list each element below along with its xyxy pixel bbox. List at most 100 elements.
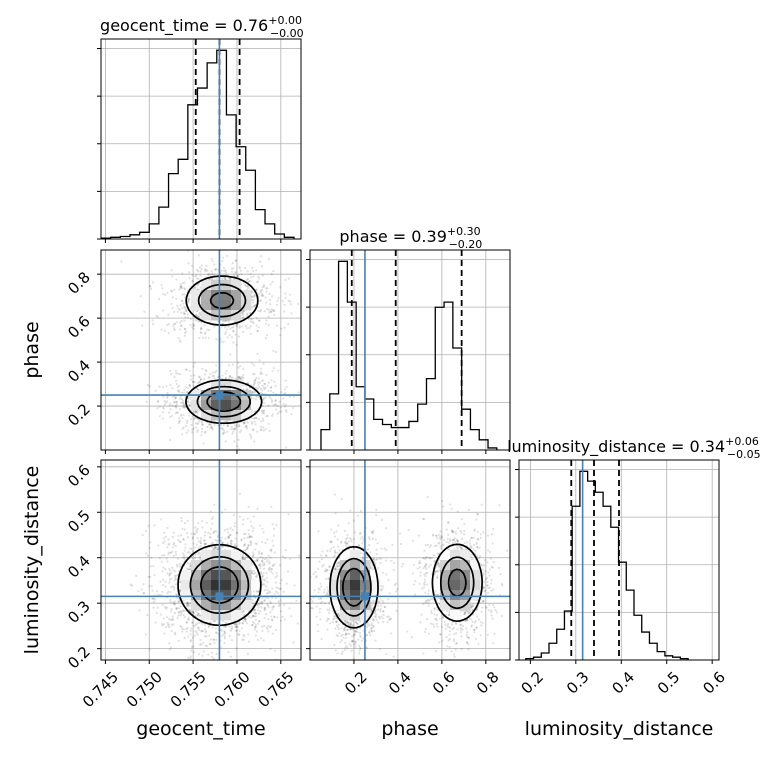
scatter-point	[240, 273, 243, 276]
scatter-point	[374, 639, 377, 642]
density-cell	[201, 280, 212, 291]
scatter-point	[193, 533, 196, 536]
scatter-point	[193, 526, 197, 529]
scatter-point	[251, 563, 254, 566]
scatter-point	[470, 536, 474, 539]
scatter-point	[230, 542, 233, 545]
scatter-point	[460, 631, 463, 634]
scatter-point	[245, 284, 249, 287]
scatter-point	[227, 377, 230, 380]
scatter-point	[254, 542, 257, 545]
scatter-point	[168, 404, 171, 407]
scatter-point	[189, 640, 192, 643]
scatter-point	[279, 286, 282, 289]
scatter-point	[249, 437, 253, 440]
scatter-point	[212, 638, 215, 641]
scatter-point	[199, 643, 202, 646]
scatter-point	[189, 396, 192, 399]
scatter-point	[264, 542, 267, 545]
scatter-point	[237, 633, 240, 636]
scatter-point	[447, 521, 450, 525]
scatter-point	[175, 606, 178, 610]
scatter-point	[232, 548, 235, 551]
density-cell	[201, 560, 212, 571]
scatter-point	[185, 567, 189, 570]
scatter-point	[200, 268, 203, 271]
scatter-point	[245, 327, 248, 330]
panel-title-luminosity_distance: luminosity_distance = 0.34+0.06	[507, 435, 759, 457]
scatter-point	[197, 320, 200, 323]
scatter-point	[163, 540, 166, 543]
scatter-point	[135, 574, 138, 577]
scatter-point	[319, 296, 321, 298]
scatter-point	[246, 381, 249, 385]
scatter-point	[175, 563, 179, 566]
scatter-point	[245, 425, 249, 428]
scatter-point	[244, 557, 247, 560]
scatter-point	[257, 603, 260, 606]
scatter-point	[463, 529, 466, 533]
scatter-point	[258, 381, 262, 384]
scatter-point	[260, 410, 264, 413]
scatter-point	[245, 427, 249, 430]
scatter-point	[323, 569, 327, 573]
scatter-point	[149, 575, 152, 578]
scatter-point	[180, 610, 183, 614]
scatter-point	[269, 303, 272, 306]
scatter-point	[185, 621, 189, 624]
scatter-point	[142, 592, 146, 595]
scatter-point	[274, 399, 277, 402]
scatter-point	[251, 320, 254, 324]
scatter-point	[206, 269, 209, 272]
scatter-point	[205, 521, 208, 524]
diag-grid-phase	[310, 250, 510, 450]
scatter-point	[190, 627, 193, 630]
scatter-point	[230, 270, 234, 273]
scatter-point	[211, 426, 214, 430]
scatter-point	[262, 531, 265, 534]
scatter-point	[198, 320, 201, 323]
histogram-bar	[642, 632, 650, 660]
scatter-point	[183, 406, 186, 409]
scatter-point	[243, 557, 246, 560]
scatter-point	[216, 534, 220, 537]
scatter-point	[164, 535, 167, 538]
scatter-point	[183, 293, 186, 296]
scatter-point	[260, 625, 264, 628]
density-cell	[221, 400, 232, 411]
scatter-point	[216, 320, 220, 323]
scatter-point	[279, 610, 282, 613]
scatter-point	[167, 322, 170, 326]
scatter-point	[172, 541, 175, 545]
scatter-point	[233, 440, 236, 443]
scatter-point	[244, 618, 247, 621]
scatter-point	[183, 287, 186, 290]
density-cell	[241, 290, 252, 301]
scatter-point	[178, 562, 181, 566]
scatter-point	[255, 417, 258, 420]
scatter-point	[243, 421, 246, 424]
scatter-point	[168, 572, 172, 575]
scatter-point	[260, 575, 263, 579]
scatter-point	[193, 410, 196, 413]
title-plus: +0.00	[268, 14, 302, 27]
scatter-point	[276, 591, 279, 595]
scatter-point	[201, 421, 204, 424]
scatter-point	[269, 548, 272, 552]
scatter-point	[221, 432, 225, 436]
scatter-point	[290, 312, 293, 315]
scatter-point	[253, 628, 256, 631]
histogram-bar	[418, 404, 427, 450]
scatter-point	[252, 301, 255, 304]
scatter-point	[423, 630, 427, 634]
scatter-point	[149, 565, 152, 568]
scatter-point	[171, 296, 174, 299]
scatter-point	[163, 531, 166, 534]
scatter-point	[230, 425, 233, 429]
scatter-point	[237, 366, 240, 369]
density-cell	[221, 570, 232, 581]
scatter-point	[289, 300, 292, 303]
scatter-point	[187, 656, 190, 659]
scatter-point	[182, 538, 185, 541]
scatter-point	[263, 608, 266, 611]
